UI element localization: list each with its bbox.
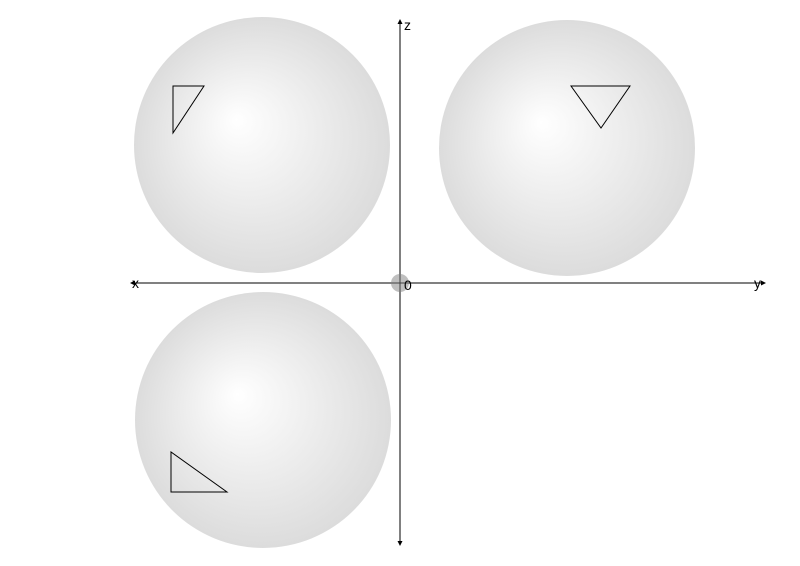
axis-label-x_left: x — [132, 275, 139, 291]
axis-label-origin: 0 — [404, 277, 412, 293]
sphere_bl — [135, 292, 391, 548]
axis-label-z_top: z — [404, 17, 411, 33]
sphere_tr — [439, 20, 695, 276]
axis-label-y_right: y — [754, 275, 761, 291]
diagram-canvas: x y z 0 — [0, 0, 800, 566]
sphere_tl — [134, 17, 390, 273]
